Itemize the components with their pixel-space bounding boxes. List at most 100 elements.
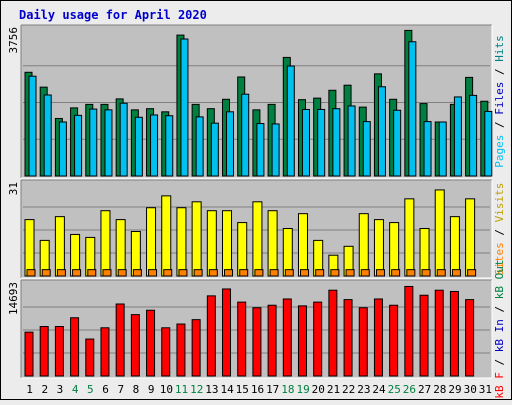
- files-bar: [210, 122, 219, 177]
- files-bar: [301, 108, 310, 177]
- visits-bar: [434, 189, 445, 277]
- sites-bar: [208, 269, 218, 277]
- kbytes-bar: [191, 319, 201, 377]
- kbytes-bar: [85, 338, 95, 377]
- visits-bar: [146, 207, 157, 277]
- files-bar: [74, 114, 83, 177]
- legend-entry: Pages: [493, 135, 506, 168]
- files-bar: [438, 121, 447, 177]
- sites-bar: [406, 269, 416, 277]
- x-tick-label: 22: [342, 383, 355, 396]
- files-bar: [104, 109, 113, 177]
- kbytes-bar: [222, 288, 232, 377]
- legend-1: Pages / Files / Hits: [493, 35, 506, 168]
- files-bar: [89, 108, 98, 177]
- x-tick-label: 10: [160, 383, 173, 396]
- kbytes-bar: [146, 309, 156, 377]
- x-tick-label: 3: [57, 383, 64, 396]
- kbytes-bar: [389, 304, 399, 377]
- x-tick-label: 27: [418, 383, 431, 396]
- files-bar: [362, 121, 371, 177]
- files-bar: [271, 123, 280, 177]
- kbytes-bar: [434, 289, 444, 377]
- files-bar: [393, 109, 402, 177]
- files-bar: [453, 96, 462, 177]
- legend-entry: /: [493, 299, 506, 319]
- kbytes-bar: [282, 298, 292, 377]
- sites-bar: [451, 269, 461, 277]
- visits-bar: [404, 198, 415, 277]
- sites-bar: [269, 269, 279, 277]
- sites-bar: [375, 269, 385, 277]
- files-bar: [377, 86, 386, 177]
- visits-bar: [358, 213, 369, 277]
- visits-bar: [282, 228, 293, 277]
- visits-bar: [222, 210, 233, 277]
- x-tick-label: 20: [312, 383, 325, 396]
- y-max-label-1: 3756: [7, 27, 20, 54]
- visits-bar: [449, 216, 460, 277]
- files-bar: [134, 116, 143, 177]
- x-tick-label: 11: [175, 383, 188, 396]
- legend-entry: Files: [493, 82, 506, 115]
- sites-bar: [284, 269, 294, 277]
- files-bar: [28, 75, 37, 177]
- files-bar: [119, 102, 128, 177]
- x-tick-label: 31: [479, 383, 492, 396]
- kbytes-bar: [404, 285, 414, 377]
- kbytes-bar: [465, 299, 475, 377]
- files-bar: [469, 94, 478, 177]
- sites-bar: [132, 269, 142, 277]
- x-tick-label: 6: [102, 383, 109, 396]
- files-bar: [408, 41, 417, 177]
- sites-bar: [330, 269, 340, 277]
- x-tick-label: 21: [327, 383, 340, 396]
- visits-bar: [465, 198, 476, 277]
- sites-bar: [224, 269, 234, 277]
- kbytes-bar: [297, 305, 307, 377]
- legend-entry: /: [493, 115, 506, 135]
- legend-entry: kB Out: [493, 259, 506, 299]
- x-tick-label: 15: [236, 383, 249, 396]
- chart-title: Daily usage for April 2020: [19, 8, 207, 22]
- x-tick-label: 2: [41, 383, 48, 396]
- y-max-label-2: 31: [7, 182, 20, 195]
- kbytes-bar: [54, 326, 64, 377]
- sites-bar: [72, 269, 82, 277]
- kbytes-bar: [130, 314, 140, 377]
- kbytes-bar: [24, 331, 34, 377]
- legend-entry: /: [493, 222, 506, 242]
- legend-entry: Sites: [493, 242, 506, 275]
- sites-bar: [87, 269, 97, 277]
- visits-bar: [176, 207, 187, 277]
- x-tick-label: 29: [448, 383, 461, 396]
- files-bar: [195, 116, 204, 177]
- sites-bar: [41, 269, 51, 277]
- kbytes-bar: [237, 301, 247, 377]
- kbytes-bar: [100, 327, 110, 377]
- sites-bar: [117, 269, 127, 277]
- legend-entry: kB In: [493, 319, 506, 352]
- kbytes-bar: [267, 304, 277, 377]
- kbytes-bar: [419, 294, 429, 377]
- files-bar: [256, 123, 265, 177]
- x-tick-label: 8: [133, 383, 140, 396]
- visits-bar: [206, 210, 217, 277]
- x-tick-label: 9: [148, 383, 155, 396]
- files-bar: [58, 121, 67, 177]
- x-tick-label: 12: [190, 383, 203, 396]
- visits-bar: [191, 201, 202, 277]
- sites-bar: [315, 269, 325, 277]
- visits-bar: [115, 219, 126, 277]
- sites-bar: [26, 269, 36, 277]
- files-bar: [150, 114, 159, 177]
- sites-bar: [239, 269, 249, 277]
- legend-2: Sites / Visits: [493, 183, 506, 276]
- x-tick-label: 23: [357, 383, 370, 396]
- legend-entry: /: [493, 62, 506, 82]
- x-tick-label: 1: [26, 383, 33, 396]
- files-bar: [43, 94, 52, 177]
- x-tick-label: 26: [403, 383, 416, 396]
- sites-bar: [56, 269, 66, 277]
